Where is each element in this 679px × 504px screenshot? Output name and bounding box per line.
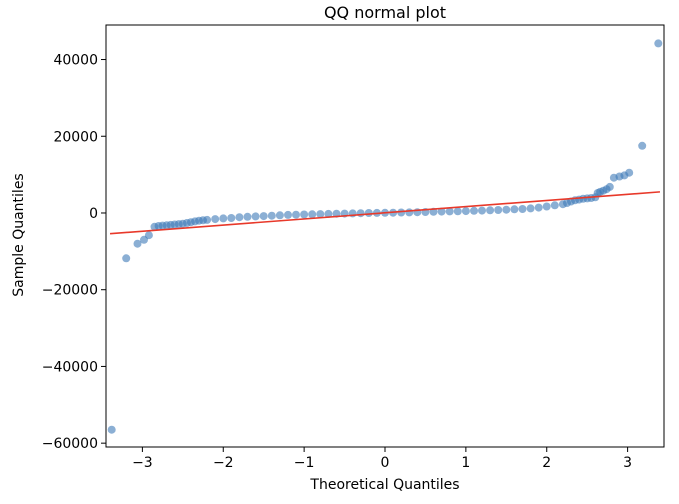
- data-point: [526, 204, 535, 213]
- x-tick-label: 2: [542, 455, 551, 471]
- data-point: [316, 210, 325, 219]
- axes: −3 −2 −1 0 1 2 3 −60000 −40000 −20000 0 20000 40000: [42, 24, 665, 471]
- data-point: [324, 209, 333, 218]
- x-axis-label: Theoretical Quantiles: [309, 477, 459, 493]
- y-tick-label: −60000: [42, 436, 98, 452]
- data-point: [453, 207, 462, 216]
- data-point: [550, 201, 559, 210]
- data-point: [203, 215, 212, 224]
- data-point: [219, 214, 228, 223]
- data-point: [227, 214, 236, 222]
- data-point: [284, 210, 292, 219]
- data-point: [638, 141, 647, 150]
- data-point: [518, 205, 527, 213]
- data-point: [510, 205, 519, 214]
- data-point: [625, 168, 634, 177]
- y-tick-label: 40000: [53, 53, 98, 69]
- x-tick-label: 3: [623, 455, 632, 471]
- plot-area: [107, 39, 663, 434]
- data-point: [356, 209, 365, 218]
- data-point: [275, 211, 284, 220]
- data-point: [308, 210, 317, 219]
- data-point: [243, 212, 252, 221]
- data-point: [605, 182, 614, 191]
- data-point: [542, 202, 551, 211]
- data-point: [494, 206, 503, 214]
- data-point: [251, 212, 260, 221]
- data-point: [478, 206, 486, 215]
- data-point: [211, 215, 220, 224]
- data-point: [107, 425, 116, 434]
- data-point: [259, 212, 268, 221]
- data-point: [397, 208, 406, 217]
- data-point: [292, 210, 300, 219]
- reference-line: [109, 191, 661, 235]
- x-tick-label: −3: [132, 455, 153, 471]
- x-tick-label: −1: [294, 455, 315, 471]
- data-point: [364, 209, 373, 217]
- y-tick-label: 20000: [53, 129, 98, 145]
- data-point: [502, 205, 511, 214]
- y-tick-label: 0: [89, 206, 98, 222]
- data-point: [461, 207, 470, 216]
- y-tick-label: −20000: [42, 283, 98, 299]
- y-axis-label: Sample Quantiles: [11, 173, 27, 296]
- data-point: [405, 208, 414, 217]
- data-point: [486, 206, 495, 215]
- data-point: [654, 39, 663, 48]
- chart-title: QQ normal plot: [324, 3, 446, 22]
- x-tick-label: 1: [461, 455, 470, 471]
- axes-frame: [105, 24, 665, 448]
- data-point: [445, 207, 454, 216]
- y-tick-label: −40000: [42, 359, 98, 375]
- data-point: [437, 207, 446, 216]
- x-tick-label: 0: [381, 455, 390, 471]
- data-point: [267, 211, 276, 220]
- data-point: [470, 206, 478, 215]
- data-point: [534, 203, 543, 212]
- data-point: [235, 213, 244, 222]
- data-point: [144, 231, 153, 240]
- x-tick-label: −2: [213, 455, 234, 471]
- data-point: [133, 239, 142, 248]
- data-point: [300, 210, 309, 219]
- data-point: [122, 254, 131, 263]
